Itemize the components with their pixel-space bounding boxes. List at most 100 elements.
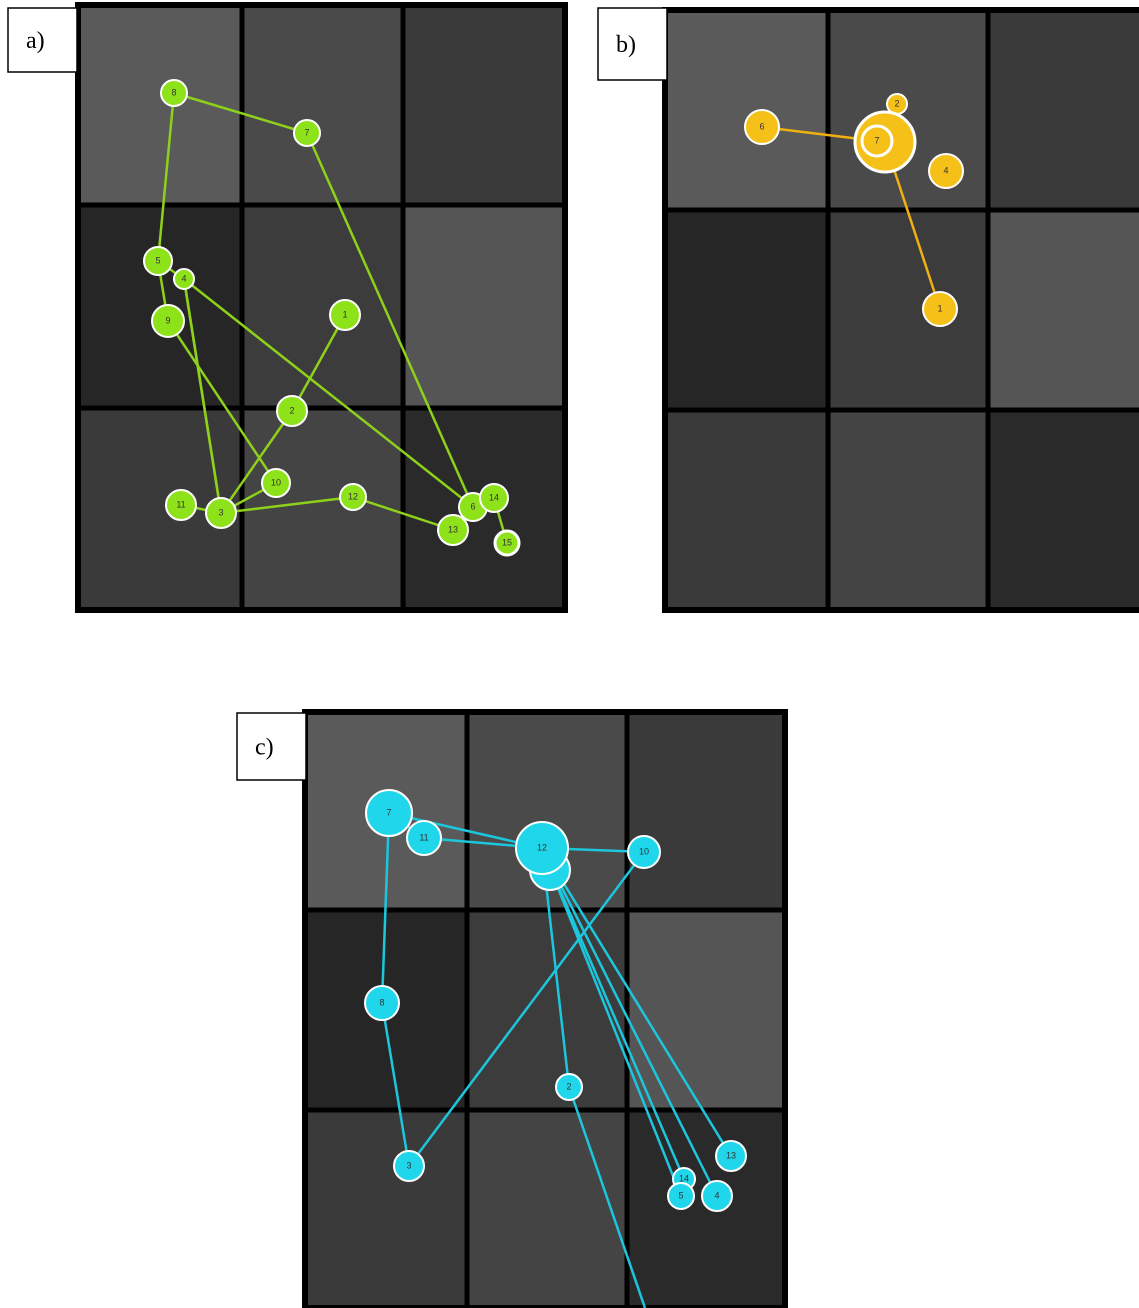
- fixation-label: 4: [714, 1190, 719, 1200]
- fixation: [715, 1140, 747, 1172]
- image-tile: [467, 1110, 627, 1308]
- scanpath-edge: [290, 314, 347, 412]
- panel: a) 8 7 5 4 1 9 2 10 11 3 12 6 14 13 15: [7, 2, 568, 613]
- fixation: [667, 1182, 695, 1210]
- fixation-label: 1: [342, 309, 347, 319]
- fixation-label: 6: [470, 501, 475, 511]
- fixation-label: 7: [386, 807, 391, 817]
- fixation-label: 7: [304, 127, 309, 137]
- scanpath-edge: [219, 410, 294, 514]
- fixation-label: 6: [759, 121, 764, 131]
- fixation-label: 2: [289, 405, 294, 415]
- fixation-label: 10: [639, 846, 649, 856]
- fixation: [922, 291, 958, 327]
- image-tile: [627, 910, 785, 1110]
- image-tile: [665, 210, 828, 410]
- panel-label: a): [26, 28, 45, 54]
- scanpath-edge: [380, 1002, 411, 1167]
- scanpath-edge: [166, 320, 278, 484]
- fixation-label: 5: [155, 255, 160, 265]
- scanpath-edge: [156, 92, 176, 262]
- fixation-label: 9: [165, 315, 170, 325]
- fixation: [555, 1073, 583, 1101]
- fixation-label: 3: [406, 1160, 411, 1170]
- image-tile: [403, 205, 565, 408]
- scanpath-edge: [540, 847, 733, 1157]
- fixation: [165, 489, 197, 521]
- scanpath-edge: [567, 1086, 647, 1308]
- fixation-label: 12: [348, 491, 358, 501]
- scanpath-edge: [182, 278, 223, 514]
- fixation: [293, 119, 321, 147]
- image-tile: [828, 210, 988, 410]
- fixation: [173, 268, 195, 290]
- image-tile: [305, 1110, 467, 1308]
- fixation-label: 2: [566, 1081, 571, 1091]
- label-box: [7, 7, 78, 73]
- image-tile: [828, 410, 988, 610]
- fixation-label: 11: [419, 832, 428, 842]
- image-tile: [403, 5, 565, 205]
- fixation-label: 5: [678, 1190, 683, 1200]
- fixation-label: 8: [171, 87, 176, 97]
- fixation: [406, 820, 442, 856]
- scanpath-edge: [352, 495, 454, 532]
- grid-frame: [75, 2, 568, 613]
- scanpath-edge: [540, 847, 719, 1197]
- fixation-label: 13: [448, 524, 458, 534]
- scanpath-edge: [220, 495, 354, 515]
- scanpath-edge: [173, 91, 308, 135]
- grid-frame: [662, 7, 1139, 613]
- fixation-label: 14: [489, 492, 499, 502]
- fixation: [329, 299, 361, 331]
- image-tile: [665, 410, 828, 610]
- label-box: [236, 712, 307, 781]
- fixation-label: 13: [726, 1150, 736, 1160]
- fixation: [744, 109, 780, 145]
- fixation-label: 8: [379, 997, 384, 1007]
- image-tile: [665, 10, 828, 210]
- scanpath-edge: [183, 278, 474, 508]
- fixation-ring: [860, 124, 894, 158]
- fixation: [627, 835, 661, 869]
- image-tile: [988, 410, 1139, 610]
- scanpath-edge: [380, 812, 391, 1004]
- panel-label: b): [616, 32, 636, 58]
- image-tile: [242, 205, 403, 408]
- grid-frame: [302, 709, 788, 1308]
- fixation: [493, 529, 521, 557]
- scanpath-edge: [540, 847, 686, 1180]
- fixation: [393, 1150, 425, 1182]
- fixation-label: 3: [218, 507, 223, 517]
- fixation: [261, 468, 291, 498]
- panel-label: c): [255, 735, 274, 761]
- panel: b) 6 2 7 4 1: [597, 7, 1139, 613]
- image-tile: [828, 10, 988, 210]
- scanpath-edge: [407, 851, 646, 1167]
- fixation-label: 15: [502, 537, 512, 547]
- fixation: [339, 483, 367, 511]
- image-tile: [627, 712, 785, 910]
- fixation: [701, 1180, 733, 1212]
- fixation: [437, 514, 469, 546]
- panel: c) 7 11 12 10 8 2 3 13 14 5 4: [236, 709, 788, 1308]
- scanpath-edge: [305, 132, 475, 508]
- image-tile: [988, 210, 1139, 410]
- fixation-label: 11: [176, 499, 185, 509]
- fixation-label: 14: [679, 1173, 689, 1183]
- fixation: [479, 483, 509, 513]
- image-tile: [242, 408, 403, 610]
- scanpath-edge: [540, 847, 683, 1197]
- image-tile: [467, 910, 627, 1110]
- fixation: [515, 821, 569, 875]
- fixation-label: 4: [181, 273, 186, 283]
- label-box: [597, 7, 668, 81]
- fixation: [151, 304, 185, 338]
- image-tile: [627, 1110, 785, 1308]
- fixation: [205, 497, 237, 529]
- fixation: [853, 110, 917, 174]
- fixation: [928, 153, 964, 189]
- fixation: [143, 246, 173, 276]
- fixation: [365, 789, 413, 837]
